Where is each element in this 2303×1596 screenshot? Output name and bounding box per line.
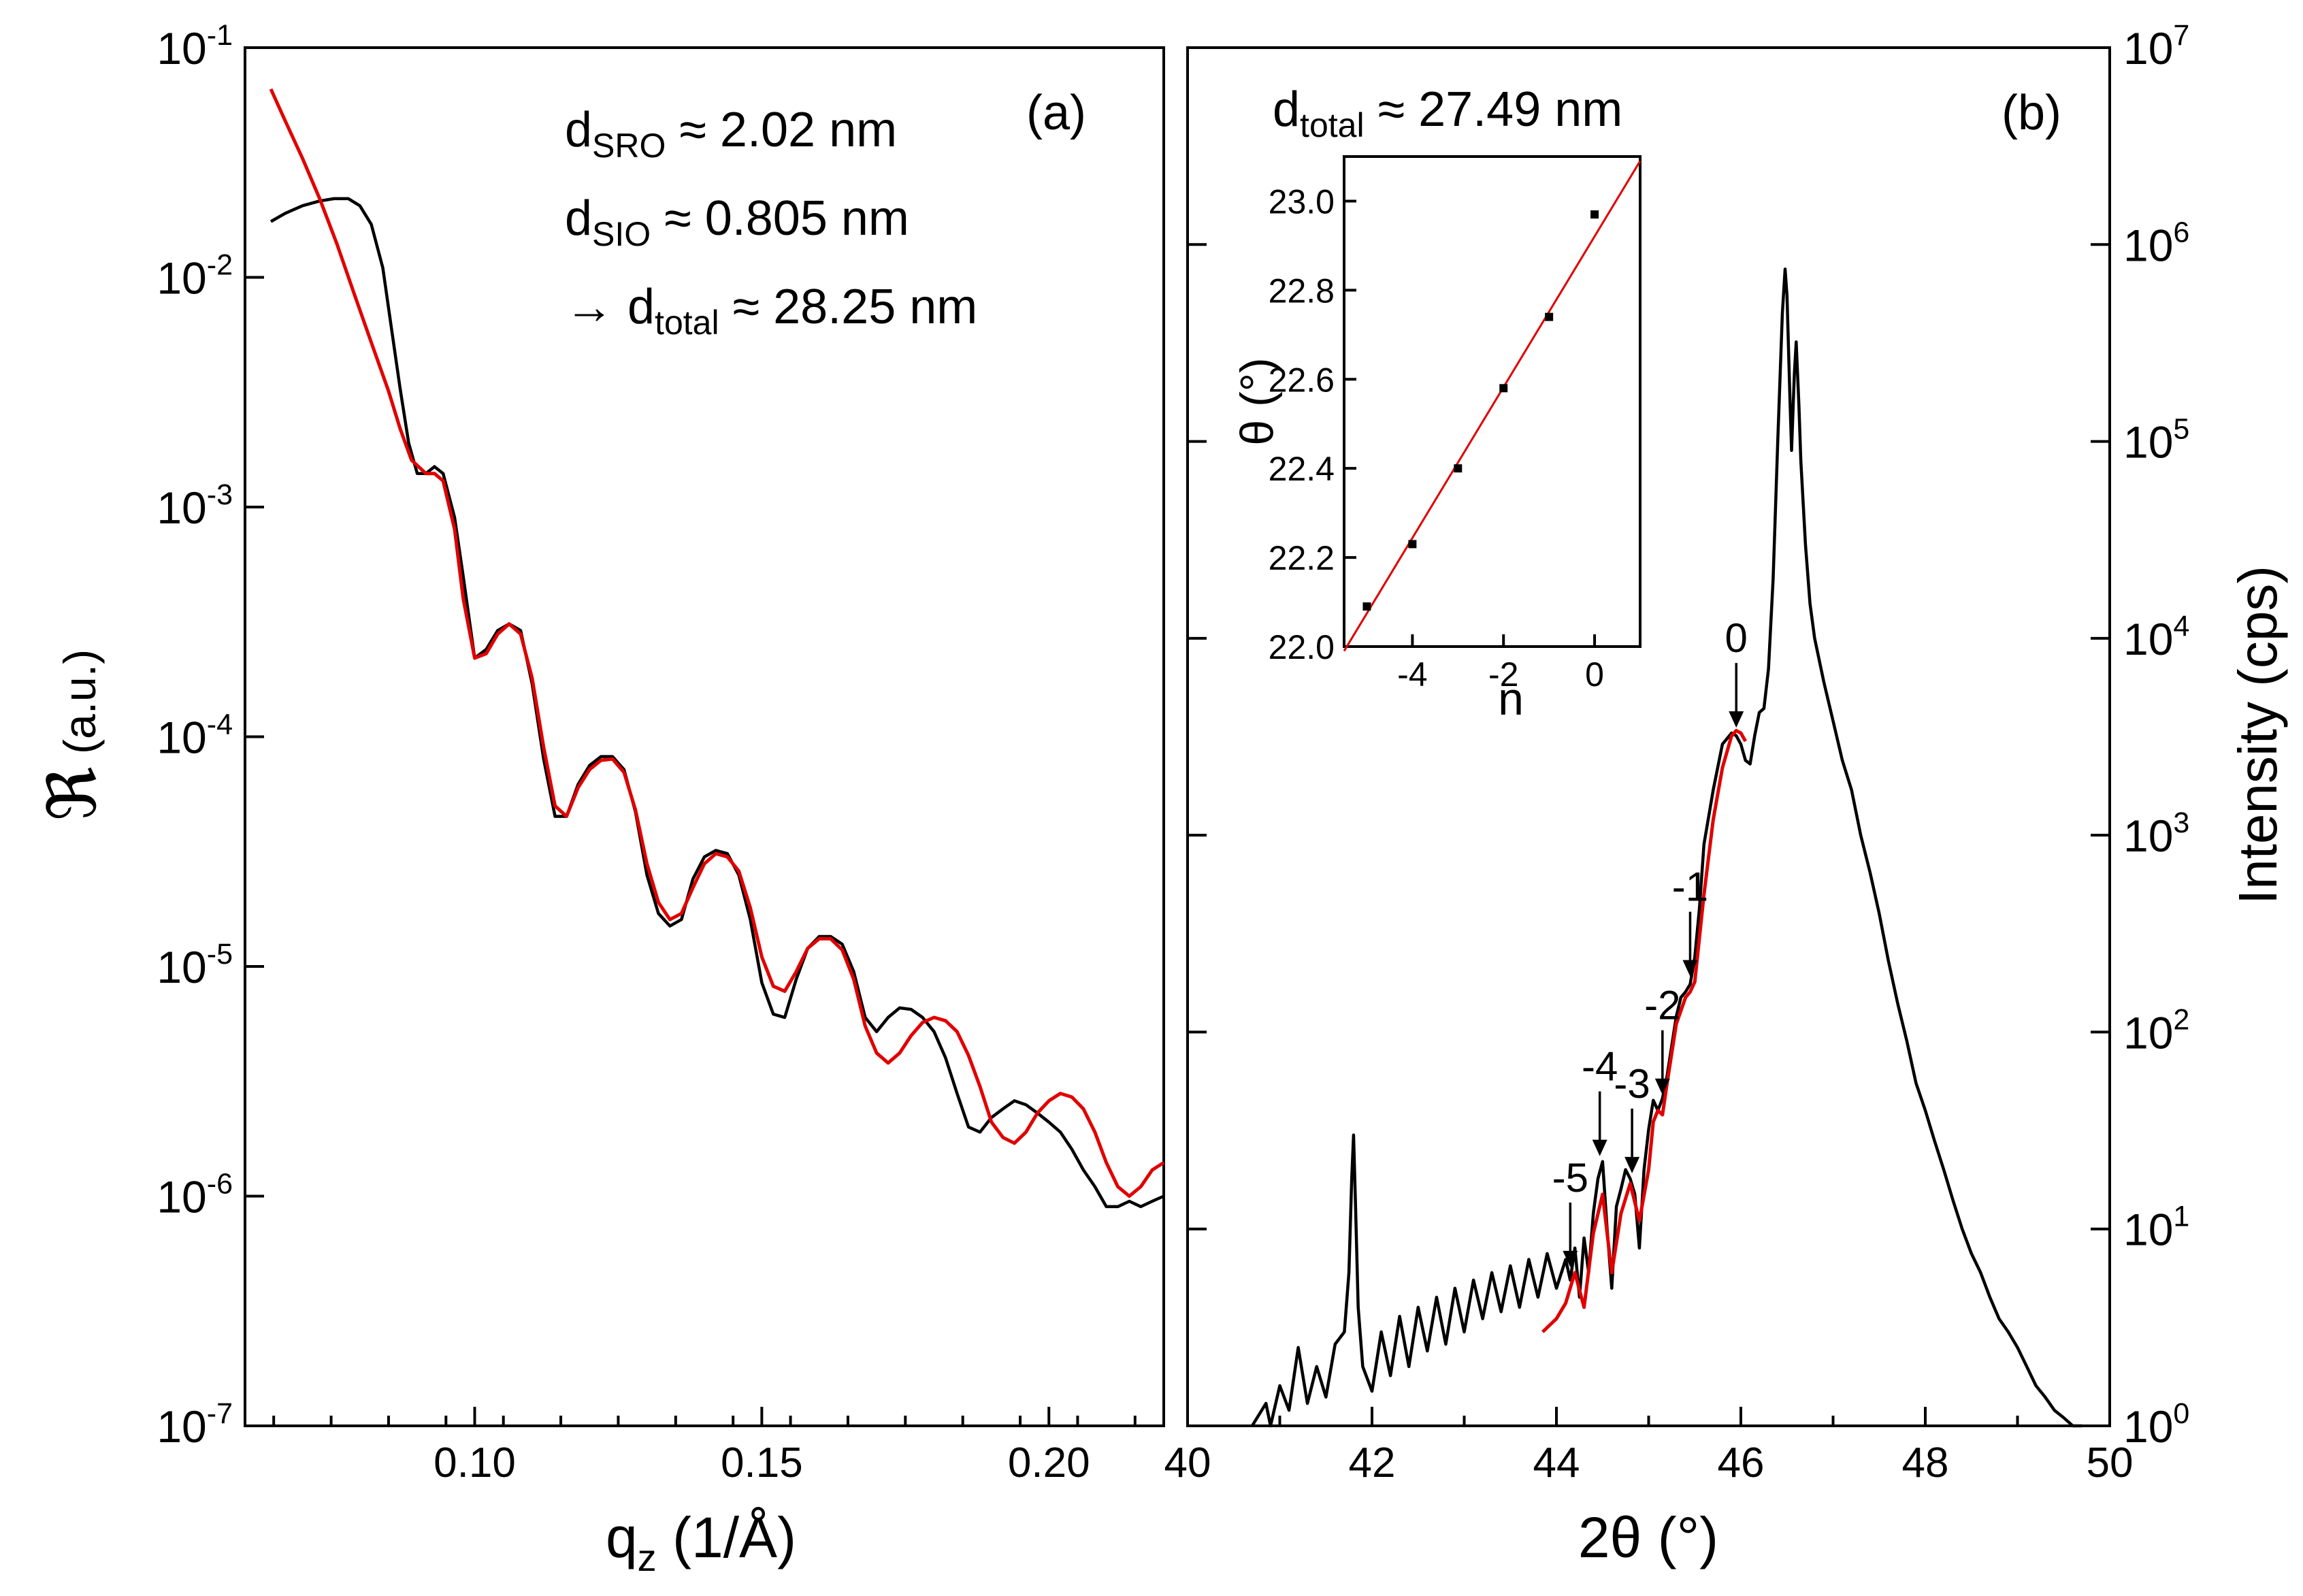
peak-arrow-head: [1682, 960, 1698, 977]
inset-data-point: [1362, 602, 1371, 611]
inset-fit-line: [1343, 160, 1642, 652]
panel-b-frame: [1186, 46, 2111, 1427]
panel-b-x-tick-label: 42: [1349, 1439, 1396, 1486]
inset-y-tick-label: 22.2: [1269, 539, 1335, 577]
panel-a-y-tick-label: 10-2: [157, 249, 233, 304]
panel-b-y-tick-label: 105: [2123, 413, 2189, 468]
panel-b-y-tick-label: 101: [2123, 1201, 2189, 1255]
panel-a-x-ticks: 0.10 0.15 0.20: [272, 1407, 1137, 1486]
peak-label: -4: [1582, 1044, 1618, 1090]
inset-y-tick-label: 22.6: [1269, 361, 1335, 399]
inset-y-axis-title: θ (°): [1231, 357, 1283, 445]
inset-data-point: [1590, 210, 1599, 219]
panel-b-x-ticks: 40 42 44 46 48 50: [1164, 1407, 2134, 1486]
panel-a-y-ticks: 10-1 10-2 10-3 10-4 10-5 10-6 10-7: [157, 19, 264, 1452]
panel-b-y-tick-label: 103: [2123, 807, 2189, 861]
panel-a-x-tick-label: 0.10: [434, 1439, 516, 1486]
inset-data-point: [1499, 384, 1508, 393]
panel-a-y-tick-label: 10-1: [157, 19, 233, 74]
peak-label: -2: [1644, 983, 1680, 1028]
panel-b-y-tick-label: 100: [2123, 1397, 2189, 1452]
annotation-d-sio: dSIO ≈ 0.805 nm: [565, 191, 909, 253]
panel-b-x-tick-label: 50: [2087, 1439, 2134, 1486]
inset-y-tick-label: 23.0: [1269, 182, 1335, 221]
panel-a-curves: [269, 88, 1165, 1209]
panel-b-label: (b): [2002, 86, 2061, 140]
peak-arrow-head: [1563, 1250, 1578, 1267]
panel-a-label: (a): [1026, 86, 1086, 140]
inset-data-point: [1454, 464, 1463, 473]
panel-a-y-tick-label: 10-3: [157, 478, 233, 533]
annotation-d-total-a: → dtotal ≈ 28.25 nm: [565, 280, 977, 342]
panel-b-y-tick-label: 106: [2123, 216, 2189, 270]
panel-a-frame: [244, 46, 1165, 1427]
inset-marks: [1343, 160, 1642, 652]
panel-b-y-tick-label: 104: [2123, 610, 2189, 664]
peak-label: 0: [1725, 615, 1748, 661]
peak-label: -5: [1552, 1155, 1588, 1201]
annotation-d-total-b: dtotal ≈ 27.49 nm: [1273, 82, 1622, 144]
panel-a-y-tick-label: 10-5: [157, 938, 233, 992]
peak-arrow-head: [1729, 711, 1744, 728]
peak-arrow-head: [1592, 1139, 1607, 1156]
panel-b-x-tick-label: 48: [1902, 1439, 1949, 1486]
inset-data-point: [1408, 540, 1417, 549]
panel-a-series-fit: [269, 88, 1165, 1198]
peak-label: -3: [1614, 1061, 1650, 1107]
panel-b-y-ticks: 100 101 102 103 104 105 106 107: [1188, 19, 2189, 1452]
inset-x-tick-label: 0: [1585, 655, 1604, 694]
peak-arrow-head: [1624, 1156, 1640, 1173]
inset-frame: [1343, 155, 1642, 648]
panel-a-y-tick-label: 10-4: [157, 709, 233, 763]
inset-data-point: [1545, 312, 1554, 321]
panel-a-series-measured: [270, 197, 1164, 1209]
inset-background: [1344, 157, 1640, 647]
panel-a-y-axis-title: ℜ (a.u.): [37, 649, 110, 821]
inset-x-tick-label: -2: [1488, 655, 1518, 694]
inset-ticks: -4 -2 0 22.0 22.2 22.4 22.6 22.8 23.0: [1269, 182, 1604, 694]
panel-b-y-axis-title: Intensity (cps): [2227, 566, 2288, 905]
panel-a: 0.10 0.15 0.20 10-110-210-310-410-510-610-…: [37, 19, 1165, 1579]
inset-y-tick-label: 22.0: [1269, 628, 1335, 666]
inset-chart: -4 -2 0 22.0 22.2 22.4 22.6 22.8 23.0 n θ (°): [1231, 155, 1642, 725]
panel-b-peak-labels: 0 -1 -2 -3-4 -5: [1552, 615, 1748, 1267]
panel-a-x-tick-label: 0.20: [1008, 1439, 1090, 1486]
panel-b-curves: [1250, 267, 2082, 1428]
peak-arrow-head: [1654, 1078, 1670, 1095]
panel-b-y-tick-label: 102: [2123, 1003, 2189, 1058]
panel-a-y-tick-label: 10-6: [157, 1168, 233, 1222]
inset-x-tick-label: -4: [1397, 655, 1427, 694]
annotation-d-sro: dSRO ≈ 2.02 nm: [565, 103, 897, 165]
panel-b-x-tick-label: 46: [1718, 1439, 1765, 1486]
panel-b-x-tick-label: 40: [1164, 1439, 1211, 1486]
inset-y-tick-label: 22.8: [1269, 272, 1335, 310]
inset-y-tick-label: 22.4: [1269, 450, 1335, 488]
peak-label: -1: [1672, 864, 1708, 910]
panel-a-x-axis-title: qz (1/Å): [606, 1505, 796, 1579]
inset-x-axis-title: n: [1498, 673, 1524, 725]
panel-b-series-fit: [1541, 728, 1747, 1333]
panel-b-x-axis-title: 2θ (°): [1578, 1505, 1718, 1569]
panel-a-y-tick-label: 10-7: [157, 1397, 233, 1452]
panel-b-y-tick-label: 107: [2123, 19, 2189, 74]
panel-a-x-tick-label: 0.15: [721, 1439, 803, 1486]
panel-b-x-tick-label: 44: [1533, 1439, 1580, 1486]
